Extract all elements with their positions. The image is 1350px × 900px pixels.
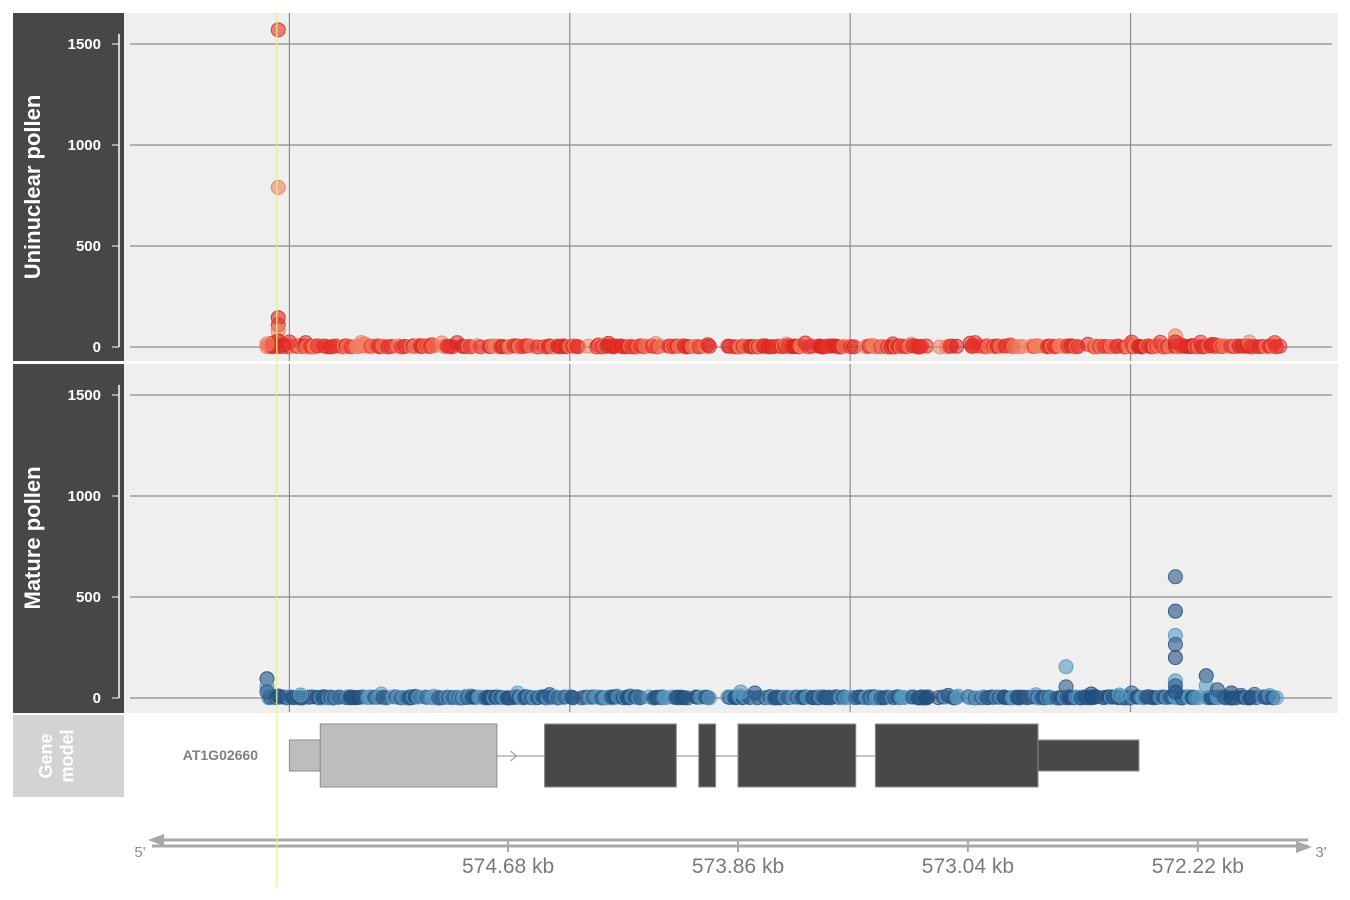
data-point: [747, 685, 763, 701]
data-point: [918, 338, 934, 354]
data-point: [733, 684, 749, 700]
y-tick-label: 1000: [68, 488, 101, 505]
y-tick-label: 500: [76, 589, 101, 606]
data-point: [701, 338, 717, 354]
data-point: [1272, 338, 1288, 354]
data-point: [1167, 684, 1183, 700]
data-point: [270, 179, 286, 195]
data-point: [1058, 679, 1074, 695]
data-point: [1173, 337, 1189, 353]
strand-arrow: [510, 750, 518, 762]
data-point: [270, 22, 286, 38]
utr-block: [319, 723, 498, 788]
data-point: [1058, 659, 1074, 675]
plot-bg-uninuclear: [124, 13, 1338, 361]
x-tick-label: 573.86 kb: [692, 855, 784, 878]
data-point: [281, 334, 297, 350]
panel-strip-mature: [13, 364, 124, 713]
x-axis: 5' 3' 574.68 kb 573.86 kb 573.04 kb 572.22 …: [134, 834, 1327, 878]
utr-block: [288, 739, 321, 772]
plot-bg-mature: [124, 364, 1338, 713]
x-axis-end-label: 3': [1315, 844, 1326, 861]
exon-block: [737, 723, 857, 788]
data-point: [1167, 636, 1183, 652]
y-tick-label: 500: [76, 238, 101, 255]
y-tick-label: 1000: [68, 137, 101, 154]
panel-uninuclear: Uninuclear pollen 0 500 1000 1500: [13, 13, 1338, 361]
y-tick-label: 1500: [68, 387, 101, 404]
panel-gene-model: Gene model AT1G02660: [13, 715, 1140, 797]
data-point: [1167, 569, 1183, 585]
data-point: [1209, 682, 1225, 698]
gene-model-title-line-2: model: [57, 729, 77, 782]
y-tick-label: 1500: [68, 36, 101, 53]
panel-strip-uninuclear: [13, 13, 124, 361]
panel-title-uninuclear: Uninuclear pollen: [20, 95, 45, 280]
gene-model-strip: [13, 715, 124, 797]
exon-block: [544, 723, 677, 788]
exon-block: [1037, 739, 1140, 772]
data-point: [949, 338, 965, 354]
exon-block: [698, 723, 717, 788]
data-point: [1268, 690, 1284, 706]
y-tick-label: 0: [93, 690, 101, 707]
x-tick-label: 573.04 kb: [922, 855, 1014, 878]
x-axis-arrow-left: [148, 834, 164, 846]
exon-block: [874, 723, 1039, 788]
data-point: [1083, 686, 1099, 702]
y-tick-label: 0: [93, 339, 101, 356]
data-point: [259, 336, 275, 352]
panel-mature: Mature pollen 0 500 1000 1500: [13, 364, 1338, 713]
data-point: [293, 687, 309, 703]
data-point: [1111, 687, 1127, 703]
x-axis-start-label: 5': [134, 844, 145, 861]
x-tick-label: 574.68 kb: [462, 855, 554, 878]
gene-model-title-line-1: Gene: [36, 733, 56, 778]
data-point: [1223, 685, 1239, 701]
gene-name-label: AT1G02660: [183, 747, 258, 763]
data-point: [1167, 603, 1183, 619]
data-point: [1167, 650, 1183, 666]
data-point: [701, 690, 717, 706]
x-tick-label: 572.22 kb: [1152, 855, 1244, 878]
panel-title-mature: Mature pollen: [20, 466, 45, 609]
data-point: [270, 688, 286, 704]
